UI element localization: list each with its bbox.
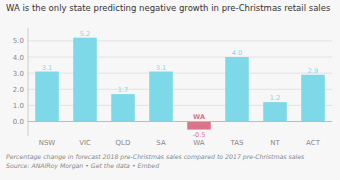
- footnote: Percentage change in forecast 2018 pre-C…: [6, 153, 305, 161]
- title: WA is the only state predicting negative…: [6, 3, 331, 13]
- footnote: Source: ANAlRoy Morgan • Get the data • …: [6, 162, 159, 170]
- bar: [35, 72, 59, 122]
- bar: [187, 121, 211, 129]
- data-label: 4.0: [232, 49, 242, 57]
- data-label: -0.5: [193, 131, 206, 139]
- y-tick-label: 2.0: [13, 86, 24, 94]
- x-tick-label: NSW: [39, 139, 56, 147]
- x-tick-label: NT: [270, 139, 280, 147]
- x-tick-label: ACT: [306, 139, 321, 147]
- y-tick-label: 5.0: [13, 37, 24, 45]
- bar: [111, 94, 135, 121]
- title-line: WA is the only state predicting negative…: [6, 3, 331, 13]
- y-tick-label: 0.0: [13, 118, 24, 126]
- zero-line: [28, 121, 332, 122]
- y-axis-line: [28, 28, 29, 136]
- x-tick-label: TAS: [230, 139, 245, 147]
- data-label: 1.7: [118, 86, 128, 94]
- chart: WA is the only state predicting negative…: [0, 0, 340, 180]
- grid-line: [28, 121, 332, 122]
- x-tick-label: WA: [193, 139, 205, 147]
- data-label: 3.1: [42, 64, 52, 72]
- data-label: 2.9: [308, 67, 318, 75]
- bar: [263, 102, 287, 121]
- bars: [35, 38, 325, 130]
- x-tick-label: VIC: [79, 139, 91, 147]
- data-label: 5.2: [80, 30, 90, 38]
- x-tick-label: QLD: [116, 139, 131, 147]
- y-tick-label: 4.0: [13, 54, 24, 62]
- bar: [73, 38, 97, 122]
- y-tick-label: 3.0: [13, 70, 24, 78]
- x-tick-label: SA: [156, 139, 166, 147]
- annotation: WA: [193, 113, 205, 121]
- bar: [225, 57, 249, 121]
- data-label: 3.1: [156, 64, 166, 72]
- y-tick-label: 1.0: [13, 102, 24, 110]
- data-label: 1.2: [270, 94, 280, 102]
- bar: [301, 75, 325, 122]
- bar: [149, 72, 173, 122]
